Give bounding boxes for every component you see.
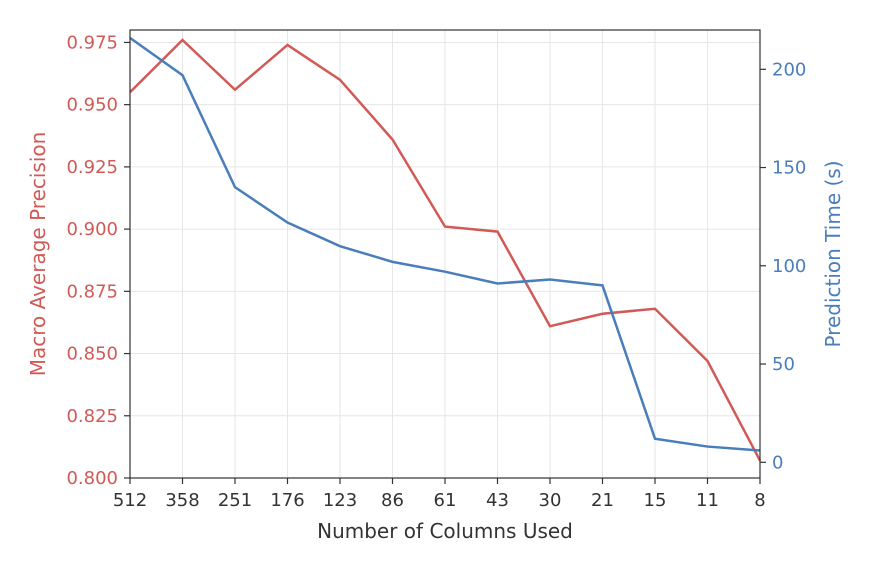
y-left-tick-label: 0.800 bbox=[66, 468, 118, 489]
dual-axis-line-chart: 512 358 251 176 123 86 61 43 30 21 15 11 8 Number of … bbox=[0, 0, 890, 568]
chart-svg: 512 358 251 176 123 86 61 43 30 21 15 11 8 Number of … bbox=[0, 0, 890, 568]
x-tick-label: 86 bbox=[381, 490, 404, 511]
y-right-tick-label: 200 bbox=[772, 59, 806, 80]
y-left-tick-label: 0.900 bbox=[66, 219, 118, 240]
x-tick-label: 251 bbox=[218, 490, 252, 511]
y-right-tick-label: 0 bbox=[772, 452, 783, 473]
y-left-tick-label: 0.825 bbox=[66, 406, 118, 427]
y-left-tick-label: 0.975 bbox=[66, 32, 118, 53]
y-right-tick-label: 150 bbox=[772, 158, 806, 179]
x-tick-label: 30 bbox=[539, 490, 562, 511]
y-left-axis-title: Macro Average Precision bbox=[26, 132, 50, 377]
x-tick-label: 358 bbox=[165, 490, 199, 511]
y-left-tick-label: 0.850 bbox=[66, 344, 118, 365]
x-tick-label: 512 bbox=[113, 490, 147, 511]
x-tick-label: 8 bbox=[754, 490, 765, 511]
y-left-tick-label: 0.950 bbox=[66, 95, 118, 116]
x-tick-label: 176 bbox=[270, 490, 304, 511]
x-tick-label: 11 bbox=[696, 490, 719, 511]
x-tick-label: 123 bbox=[323, 490, 357, 511]
x-tick-label: 15 bbox=[644, 490, 667, 511]
y-left-tick-label: 0.875 bbox=[66, 281, 118, 302]
y-right-tick-label: 100 bbox=[772, 256, 806, 277]
x-tick-label: 61 bbox=[434, 490, 457, 511]
x-tick-label: 21 bbox=[591, 490, 614, 511]
y-right-axis-title: Prediction Time (s) bbox=[821, 160, 845, 347]
x-tick-label: 43 bbox=[486, 490, 509, 511]
y-right-tick-label: 50 bbox=[772, 354, 795, 375]
x-axis-title: Number of Columns Used bbox=[317, 519, 573, 543]
y-left-tick-label: 0.925 bbox=[66, 157, 118, 178]
